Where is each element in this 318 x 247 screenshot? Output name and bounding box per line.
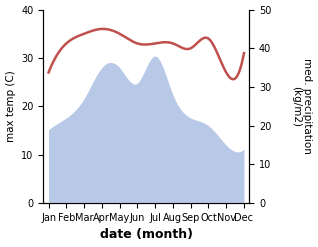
X-axis label: date (month): date (month): [100, 228, 193, 242]
Y-axis label: med. precipitation
(kg/m2): med. precipitation (kg/m2): [291, 59, 313, 154]
Y-axis label: max temp (C): max temp (C): [5, 70, 16, 142]
